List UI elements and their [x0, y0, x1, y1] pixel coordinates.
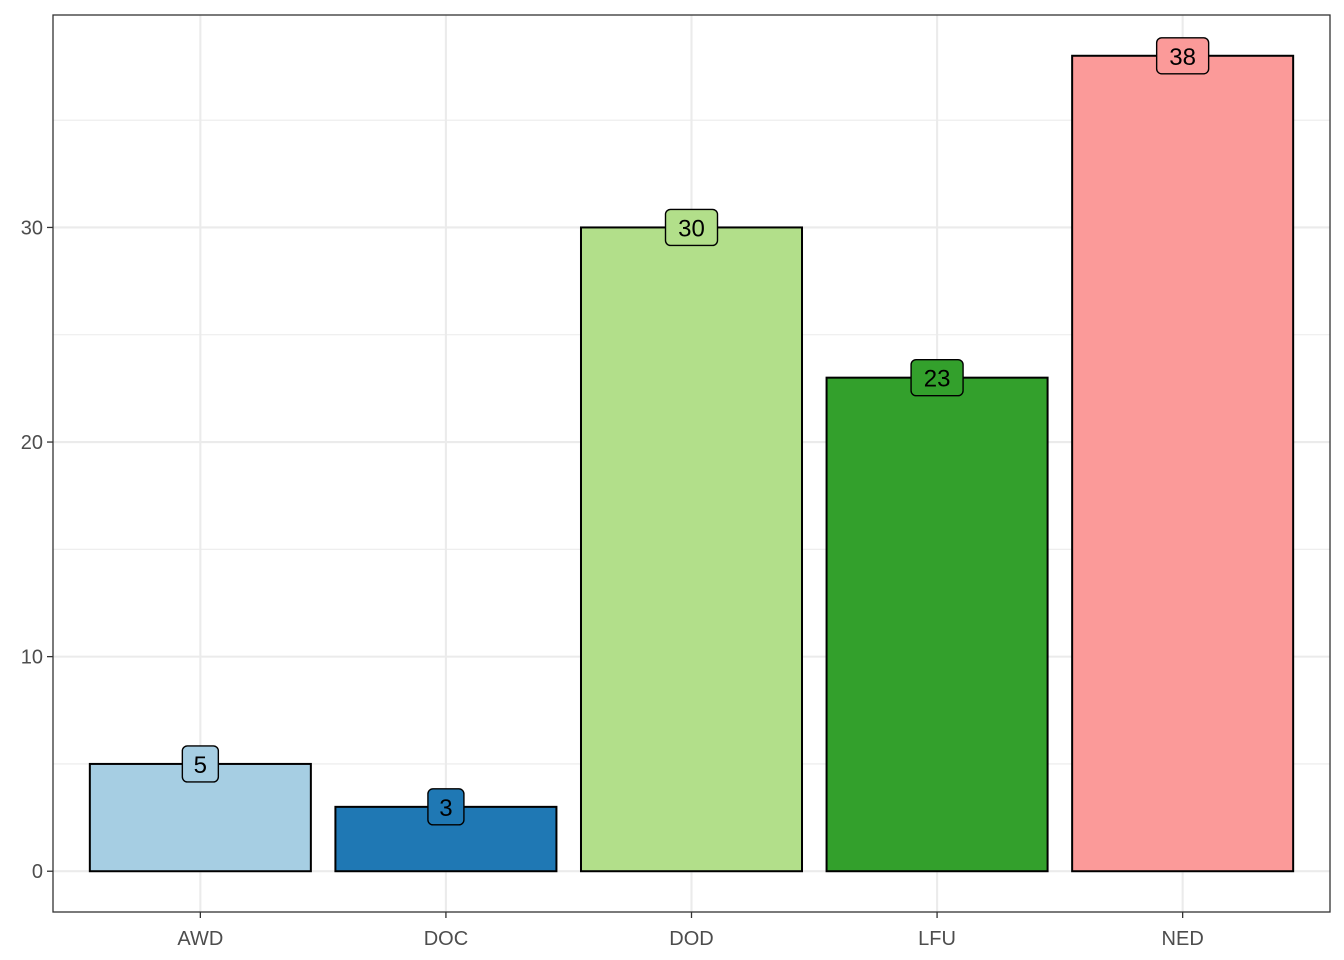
y-tick-label: 10 [21, 647, 43, 669]
data-label: 23 [924, 366, 951, 393]
x-tick-label: DOC [424, 928, 468, 950]
data-labels-group: 5 3 30 23 38 [181, 37, 1210, 826]
data-label-box [910, 358, 964, 397]
data-label-box [664, 208, 719, 247]
data-label: 30 [678, 215, 705, 242]
data-label-box [1155, 37, 1210, 75]
data-label: 38 [1169, 44, 1196, 71]
x-tick-label: LFU [918, 928, 956, 950]
data-label-box [427, 788, 465, 826]
bar-ned [1071, 54, 1295, 873]
y-axis: 0 10 20 30 [21, 217, 53, 883]
y-tick-label: 20 [21, 432, 43, 454]
bars-group [88, 54, 1295, 873]
bar-lfu [825, 376, 1049, 873]
bar-dod [579, 226, 804, 873]
x-tick-label: AWD [177, 928, 223, 950]
bar-doc [334, 805, 558, 873]
x-tick-label: DOD [669, 928, 713, 950]
data-label: 3 [439, 795, 452, 822]
x-axis: AWD DOC DOD LFU NED [177, 912, 1204, 950]
y-tick-label: 0 [32, 861, 43, 883]
x-tick-label: NED [1162, 928, 1204, 950]
data-label: 5 [194, 752, 207, 779]
y-tick-label: 30 [21, 217, 43, 239]
data-label-box [181, 745, 220, 783]
